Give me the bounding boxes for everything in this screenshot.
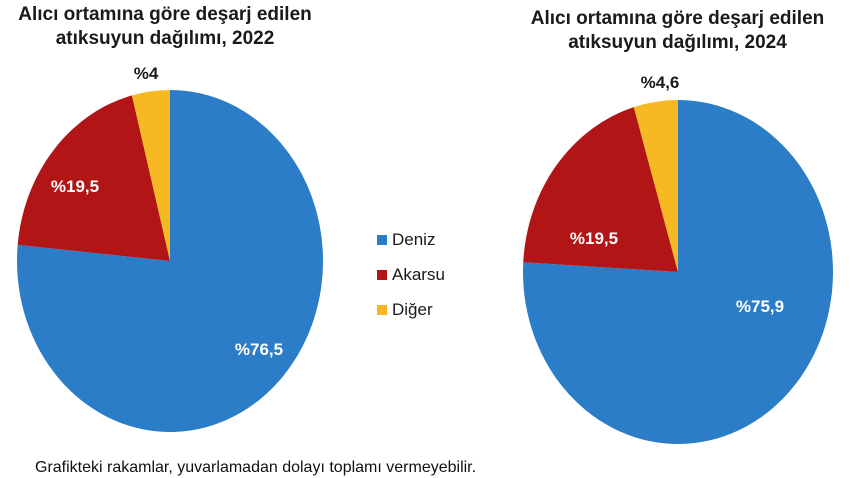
legend-label-diger: Diğer — [392, 299, 433, 319]
chart-title-2024: Alıcı ortamına göre deşarj edilen atıksu… — [505, 7, 850, 55]
chart-title-2024-line2: atıksuyun dağılımı, 2024 — [568, 32, 787, 53]
slice-deniz-2024 — [523, 100, 834, 444]
slice-akarsu-2022 — [17, 95, 171, 262]
slice-diger-2022 — [131, 90, 170, 261]
legend-label-akarsu: Akarsu — [392, 264, 445, 284]
slice-akarsu-2024 — [523, 107, 678, 272]
chart-title-2022: Alıcı ortamına göre deşarj edilen atıksu… — [0, 3, 330, 51]
label-akarsu-2024: %19,5 — [570, 229, 618, 248]
label-deniz-2022: %76,5 — [235, 340, 283, 359]
legend-label-deniz: Deniz — [392, 229, 436, 249]
legend-item-akarsu: Akarsu — [377, 257, 445, 292]
legend-swatch-akarsu — [377, 269, 387, 280]
chart-title-2022-line2: atıksuyun dağılımı, 2022 — [55, 28, 275, 49]
legend-swatch-deniz — [377, 234, 387, 245]
slice-diger-2024 — [633, 100, 678, 272]
footnote: Grafikteki rakamlar, yuvarlamadan dolayı… — [35, 459, 477, 476]
chart-title-2022-line1: Alıcı ortamına göre deşarj edilen — [18, 4, 312, 25]
label-deniz-2024: %75,9 — [736, 297, 784, 316]
label-diger-2022: %4 — [134, 64, 159, 83]
slice-deniz-2022 — [17, 90, 324, 432]
pie-chart-2022: %76,5 %19,5 %4 — [17, 64, 324, 432]
chart-title-2024-line1: Alıcı ortamına göre deşarj edilen — [530, 8, 825, 29]
legend-swatch-diger — [377, 304, 387, 315]
pie-chart-2024: %75,9 %19,5 %4,6 — [523, 73, 834, 444]
legend-item-deniz: Deniz — [377, 222, 445, 257]
label-akarsu-2022: %19,5 — [51, 177, 99, 196]
label-diger-2024: %4,6 — [641, 73, 680, 92]
legend: Deniz Akarsu Diğer — [377, 222, 445, 327]
legend-item-diger: Diğer — [377, 292, 445, 327]
